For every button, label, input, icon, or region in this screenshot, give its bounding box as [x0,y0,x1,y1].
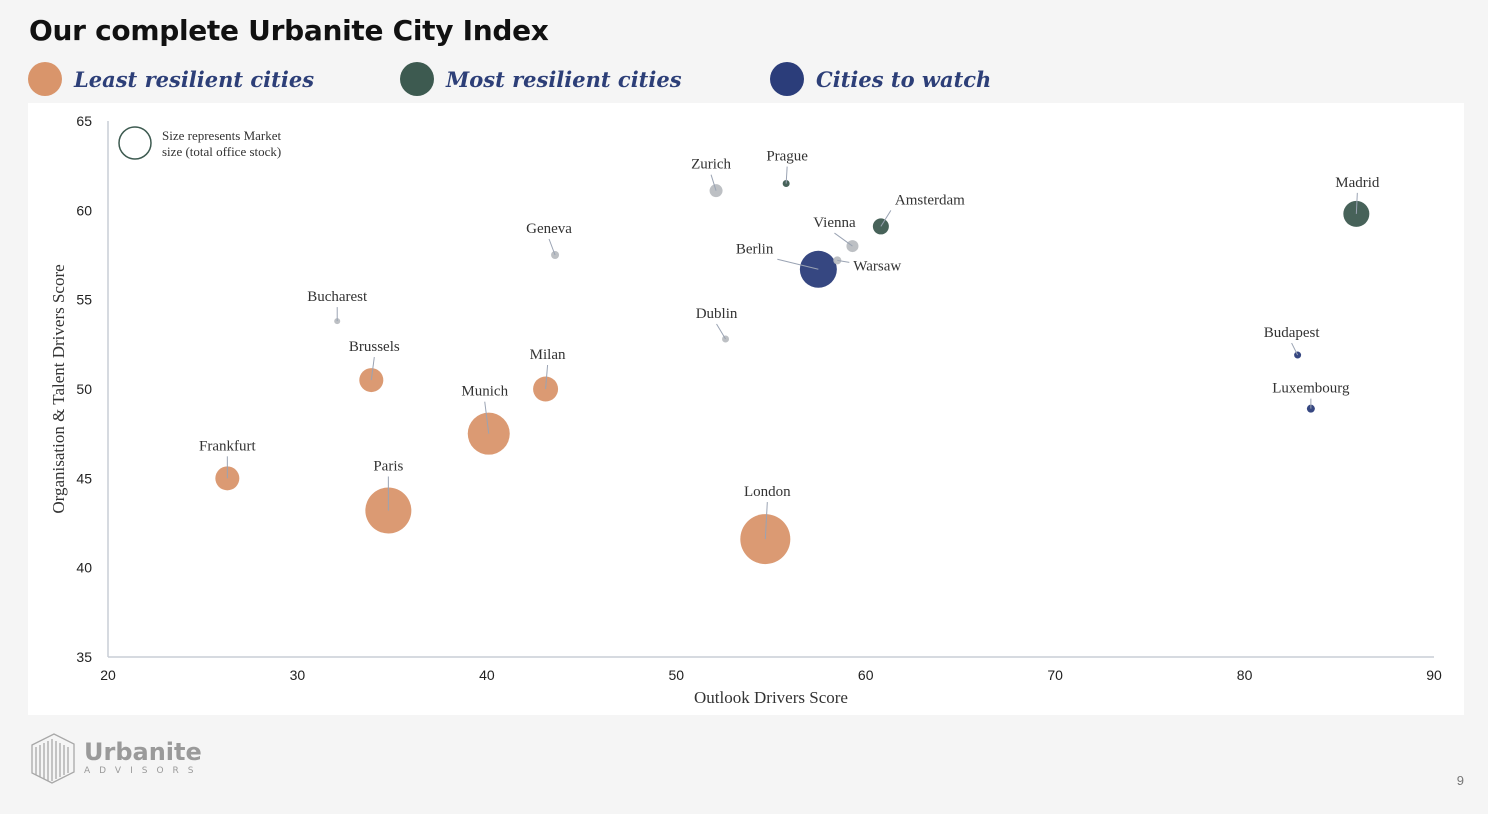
point-budapest [1294,351,1302,359]
point-madrid [1343,200,1370,227]
leader-madrid [1355,192,1358,214]
leader-vienna [834,232,853,247]
leader-dublin [716,323,726,340]
legend-item-least-resilient: Least resilient cities [28,62,314,96]
chart-panel: 20 30 40 50 60 70 80 90 35 40 45 50 55 60 65 Outlook Dr… [28,103,1464,715]
x-tick-label: 70 [1047,667,1063,683]
label-brussels: Brussels [349,339,400,355]
x-tick-label: 30 [290,667,306,683]
y-tick-label: 60 [76,202,92,218]
label-zurich: Zurich [691,157,731,173]
legend-item-most-resilient: Most resilient cities [400,62,682,96]
scatter-chart: 20 30 40 50 60 70 80 90 35 40 45 50 55 60 65 Outlook Dr… [49,113,1442,707]
label-geneva: Geneva [526,221,572,237]
label-london: London [744,484,791,500]
label-frankfurt: Frankfurt [199,438,256,454]
label-paris: Paris [373,458,403,474]
legend-label-least: Least resilient cities [74,66,315,92]
legend-swatch-watch [770,62,804,96]
logo-icon [31,733,75,784]
label-bucharest: Bucharest [307,289,368,305]
leader-london [764,502,768,540]
leader-prague [785,166,788,184]
label-vienna: Vienna [813,215,856,231]
x-tick-label: 60 [858,667,874,683]
y-tick-label: 35 [76,649,92,665]
legend-swatch-least [28,62,62,96]
size-note-circle [118,126,152,160]
chart-points: Frankfurt Paris Brussels Munich Milan London B… [199,149,1380,565]
size-note-text: size (total office stock) [162,144,281,159]
y-tick-label: 65 [76,113,92,129]
label-munich: Munich [461,384,508,400]
page-title: Our complete Urbanite City Index [29,14,549,47]
label-warsaw: Warsaw [853,258,901,274]
label-luxembourg: Luxembourg [1272,381,1350,397]
label-dublin: Dublin [696,306,738,322]
x-tick-label: 50 [668,667,684,683]
page-number: 9 [1456,773,1464,788]
leader-munich [484,401,490,434]
legend-label-most: Most resilient cities [446,66,682,92]
legend-item-cities-to-watch: Cities to watch [770,62,991,96]
legend-swatch-most [400,62,434,96]
logo-name: Urbanite [84,738,202,766]
leader-amsterdam [880,210,892,227]
y-tick-label: 55 [76,292,92,308]
y-axis-title: Organisation & Talent Drivers Score [49,264,68,513]
y-tick-label: 40 [76,560,92,576]
x-tick-label: 80 [1237,667,1253,683]
leader-milan [545,364,549,390]
x-tick-label: 40 [479,667,495,683]
x-tick-label: 20 [100,667,116,683]
urbanite-logo: Urbanite ADVISORS [28,731,203,785]
label-prague: Prague [766,149,808,165]
label-budapest: Budapest [1264,325,1321,341]
x-axis-title: Outlook Drivers Score [694,688,848,707]
leader-berlin [777,258,819,270]
point-warsaw [833,256,842,265]
label-madrid: Madrid [1335,175,1380,191]
size-note-text: Size represents Market [162,128,282,143]
leader-zurich [710,174,717,191]
label-berlin: Berlin [736,241,774,257]
chart-axes: 20 30 40 50 60 70 80 90 35 40 45 50 55 60 65 Outlook Dr… [49,113,1442,707]
legend-label-watch: Cities to watch [816,66,992,92]
logo-sub: ADVISORS [84,766,203,776]
label-amsterdam: Amsterdam [895,192,965,208]
leader-brussels [370,357,375,381]
leader-budapest [1291,342,1299,356]
x-tick-label: 90 [1426,667,1442,683]
leader-geneva [548,238,556,256]
point-bucharest [334,318,341,325]
label-milan: Milan [530,347,566,363]
leader-warsaw [837,259,850,263]
y-tick-label: 50 [76,381,92,397]
y-tick-label: 45 [76,470,92,486]
